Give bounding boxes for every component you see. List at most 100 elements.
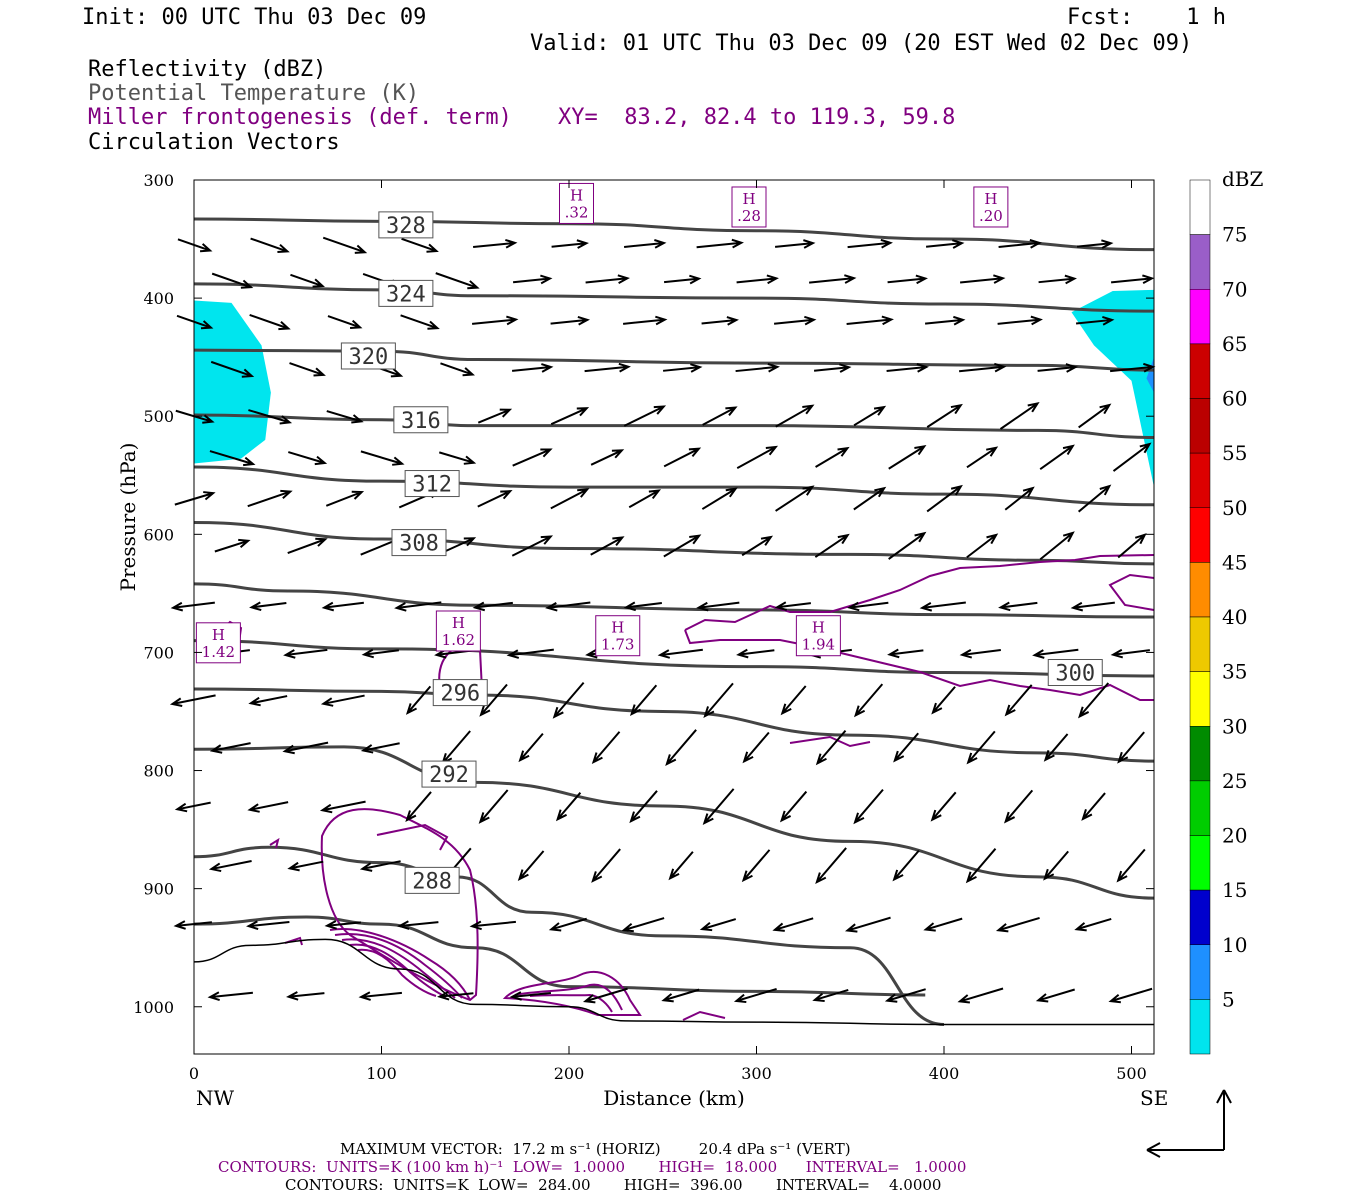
- circulation-vector: [999, 401, 1040, 430]
- circulation-vector: [401, 237, 439, 253]
- fronto-max-box: [435, 610, 481, 652]
- circulation-vector: [585, 274, 630, 284]
- field-frontogenesis: Miller frontogenesis (def. term): [88, 105, 512, 130]
- circulation-vector: [661, 988, 700, 1003]
- circulation-vector: [887, 648, 924, 659]
- contour-label-box: [432, 679, 488, 707]
- circulation-vector: [1081, 792, 1106, 821]
- fronto-contour: [329, 928, 471, 1001]
- circulation-vector: [287, 537, 328, 554]
- field-circulation-vectors: Circulation Vectors: [88, 130, 340, 155]
- fronto-contour: [514, 983, 623, 1011]
- circulation-vector: [286, 991, 325, 1001]
- colorbar-level-label: 10: [1222, 933, 1247, 957]
- circulation-vector: [477, 408, 513, 424]
- circulation-vector: [210, 360, 255, 378]
- circulation-vector: [325, 490, 365, 507]
- circulation-vector: [319, 800, 366, 814]
- circulation-vector: [846, 315, 894, 326]
- circulation-vector: [815, 729, 847, 766]
- fronto-max-box: [559, 182, 594, 224]
- fronto-contour: [1108, 573, 1155, 611]
- footer-theta-contours: CONTOURS: UNITS=K LOW= 284.00 HIGH= 396.…: [285, 1176, 942, 1194]
- colorbar-swatch: [1189, 889, 1211, 945]
- circulation-vector: [1077, 484, 1112, 513]
- circulation-vector: [847, 601, 889, 612]
- circulation-vector: [888, 444, 927, 470]
- terrain-surface: [193, 938, 1154, 1026]
- circulation-vector: [925, 239, 965, 249]
- colorbar-swatch: [1189, 234, 1211, 290]
- circulation-vector: [550, 407, 590, 426]
- circulation-vector: [214, 538, 251, 553]
- circulation-vector: [247, 489, 293, 508]
- contour-label: 328: [386, 214, 426, 239]
- cross-section-endpoints: XY= 83.2, 82.4 to 119.3, 59.8: [558, 105, 956, 130]
- circulation-vector: [400, 314, 440, 330]
- circulation-vector: [591, 731, 621, 765]
- fronto-max-box: [595, 615, 641, 657]
- circulation-vector: [441, 730, 471, 765]
- circulation-vector: [1110, 648, 1150, 659]
- circulation-vector: [957, 987, 1004, 1004]
- circulation-vector: [1039, 531, 1075, 561]
- circulation-vector: [623, 601, 662, 612]
- init-time: Init: 00 UTC Thu 03 Dec 09: [82, 5, 427, 30]
- circulation-vector: [884, 988, 926, 1003]
- contour-label: 308: [399, 532, 439, 557]
- forecast-hour: Fcst: 1 h: [1067, 5, 1226, 30]
- circulation-vector: [552, 681, 585, 719]
- circulation-vector: [814, 533, 850, 558]
- circulation-vectors: [169, 236, 1156, 1004]
- fronto-max-box: [973, 186, 1009, 228]
- circulation-vector: [290, 273, 325, 288]
- theta-contour: [193, 217, 1155, 252]
- circulation-vector: [623, 405, 667, 427]
- circulation-vector: [360, 450, 405, 466]
- theta-contour: [193, 745, 1155, 900]
- circulation-vector: [809, 274, 857, 284]
- circulation-vector: [628, 489, 662, 509]
- circulation-vector: [472, 315, 519, 326]
- colorbar-level-label: 50: [1222, 496, 1247, 520]
- fronto-max-value: 1.73: [601, 636, 634, 654]
- contour-label-box: [404, 470, 460, 498]
- fronto-max-value: .28: [737, 207, 761, 225]
- contour-label: 320: [349, 345, 389, 370]
- axes: 300 400 500 600 700 800 900 1000 0 100 200 300 400 50…: [116, 171, 1168, 1110]
- x-tick-label: 400: [929, 1064, 960, 1083]
- fronto-max-box: [195, 622, 241, 664]
- circulation-vector: [1039, 444, 1075, 470]
- circulation-vector: [211, 272, 254, 289]
- circulation-vector: [321, 601, 364, 612]
- circulation-vector: [545, 601, 591, 612]
- fronto-contour: [684, 629, 1154, 701]
- theta-contour: [193, 413, 1155, 439]
- circulation-vector: [1116, 848, 1146, 883]
- circulation-vector: [394, 601, 442, 612]
- fronto-contour: [349, 943, 447, 998]
- fronto-contour: [341, 938, 456, 999]
- circulation-vector: [702, 406, 738, 426]
- contour-label-box: [404, 866, 460, 894]
- circulation-vector: [966, 446, 999, 469]
- circulation-vector: [779, 790, 808, 823]
- colorbar-swatch: [1189, 780, 1211, 836]
- fronto-max-value: .20: [979, 207, 1003, 225]
- circulation-vector: [853, 683, 884, 718]
- circulation-vector: [438, 451, 477, 465]
- circulation-vector: [1075, 316, 1115, 326]
- circulation-vector: [472, 601, 513, 612]
- circulation-vector: [550, 488, 590, 510]
- colorbar-level-label: 75: [1222, 223, 1247, 247]
- fronto-max-box: [795, 615, 841, 657]
- circulation-vector: [517, 850, 545, 882]
- circulation-vector: [289, 362, 326, 377]
- circulation-vector: [555, 792, 582, 822]
- circulation-vector: [998, 239, 1042, 249]
- circulation-vector: [773, 315, 817, 326]
- contour-label: 300: [1055, 662, 1095, 687]
- circulation-vector: [359, 860, 401, 872]
- fronto-contour: [529, 993, 613, 1013]
- circulation-vector: [548, 917, 588, 932]
